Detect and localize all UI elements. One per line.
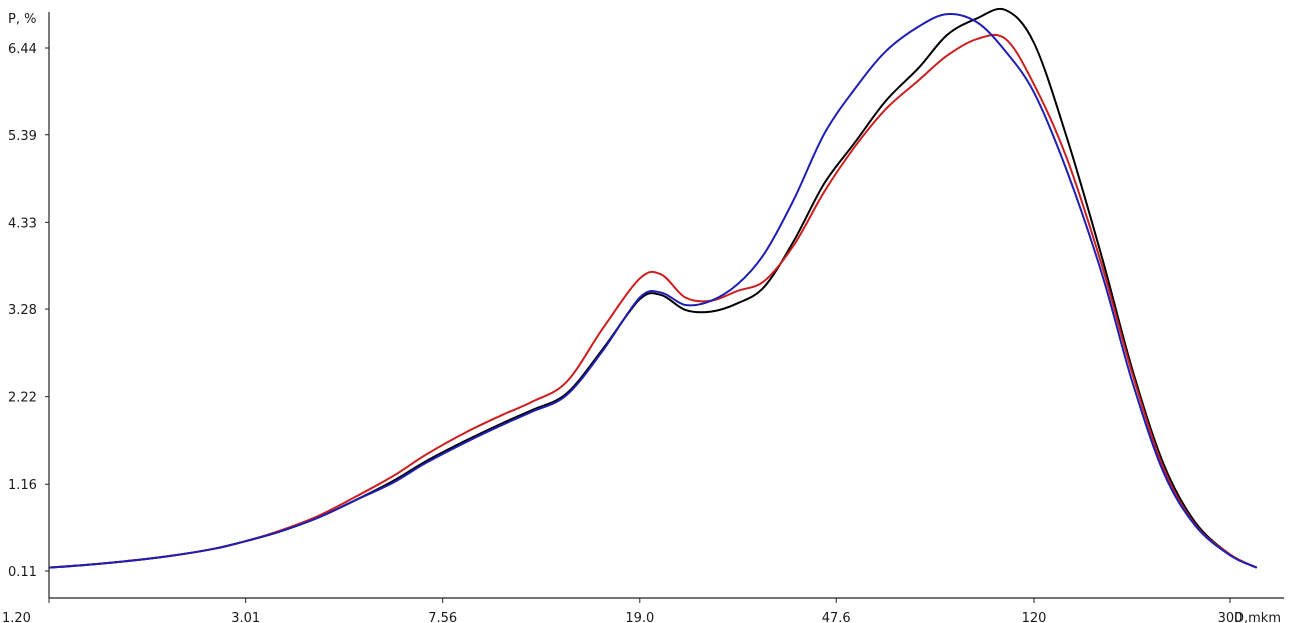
x-tick-label: 47.6	[822, 611, 851, 623]
x-tick-label: 3.01	[231, 611, 260, 623]
series-layer	[48, 7, 1258, 569]
y-tick-label: 1.16	[8, 478, 37, 493]
y-tick-label: 6.44	[8, 42, 37, 57]
y-tick-label: 3.28	[8, 303, 37, 318]
ticks-layer: 0.11 1.16 2.22 3.28 4.33 5.39 6.44 1.20 3.01 7.56…	[2, 42, 1242, 623]
y-tick-label: 4.33	[8, 216, 37, 231]
x-tick-label: 7.56	[428, 611, 457, 623]
y-tick-label: 5.39	[8, 129, 37, 144]
x-tick-label: 1.20	[2, 611, 31, 623]
series-line-3	[48, 13, 1258, 569]
x-tick-label: 19.0	[625, 611, 654, 623]
x-tick-label: 120	[1022, 611, 1047, 623]
y-axis-title: P, %	[8, 12, 36, 27]
y-tick-label: 2.22	[8, 391, 37, 406]
x-axis-title: D,mkm	[1234, 611, 1281, 623]
x-tick-label: 300	[1218, 611, 1243, 623]
series-line-1	[48, 7, 1258, 569]
series-line-2	[48, 33, 1258, 569]
y-tick-label: 0.11	[8, 565, 37, 580]
